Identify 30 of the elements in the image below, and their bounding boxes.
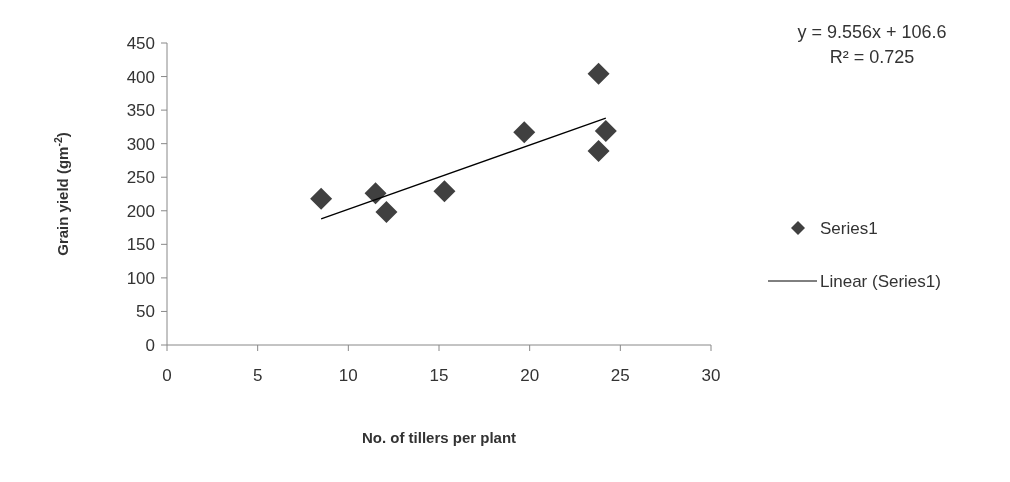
- x-tick-label: 25: [610, 366, 630, 385]
- legend-label: Linear (Series1): [820, 271, 941, 291]
- y-tick-label: 50: [136, 302, 155, 322]
- point: [587, 62, 610, 85]
- y-tick-label: 350: [126, 101, 155, 121]
- point: [587, 140, 610, 163]
- point: [433, 180, 456, 203]
- x-tick-label: 15: [429, 366, 449, 385]
- y-tick-label: 150: [126, 235, 155, 255]
- x-tick-label: 5: [252, 366, 263, 385]
- point: [513, 121, 536, 144]
- y-tick-label: 300: [126, 134, 155, 154]
- x-tick-label: 0: [162, 366, 172, 385]
- point: [310, 187, 333, 210]
- y-tick-label: 250: [126, 168, 155, 188]
- x-tick-label: 20: [520, 366, 540, 385]
- point: [375, 201, 398, 224]
- y-tick-label: 100: [126, 268, 155, 288]
- text: y = 9.556x + 106.6: [797, 22, 947, 42]
- y-tick-label: 450: [126, 33, 155, 53]
- y-tick-label: 400: [126, 67, 155, 87]
- x-axis-title: No. of tillers per plant: [361, 429, 517, 446]
- point: [594, 119, 617, 142]
- x-tick-label: 10: [338, 366, 358, 385]
- y-tick-label: 200: [126, 201, 155, 221]
- x-tick-label: 30: [701, 366, 721, 385]
- legend-label: Series1: [820, 218, 878, 238]
- y-tick-label: 0: [145, 335, 155, 355]
- text: R² = 0.725: [829, 47, 915, 67]
- point: [364, 182, 387, 205]
